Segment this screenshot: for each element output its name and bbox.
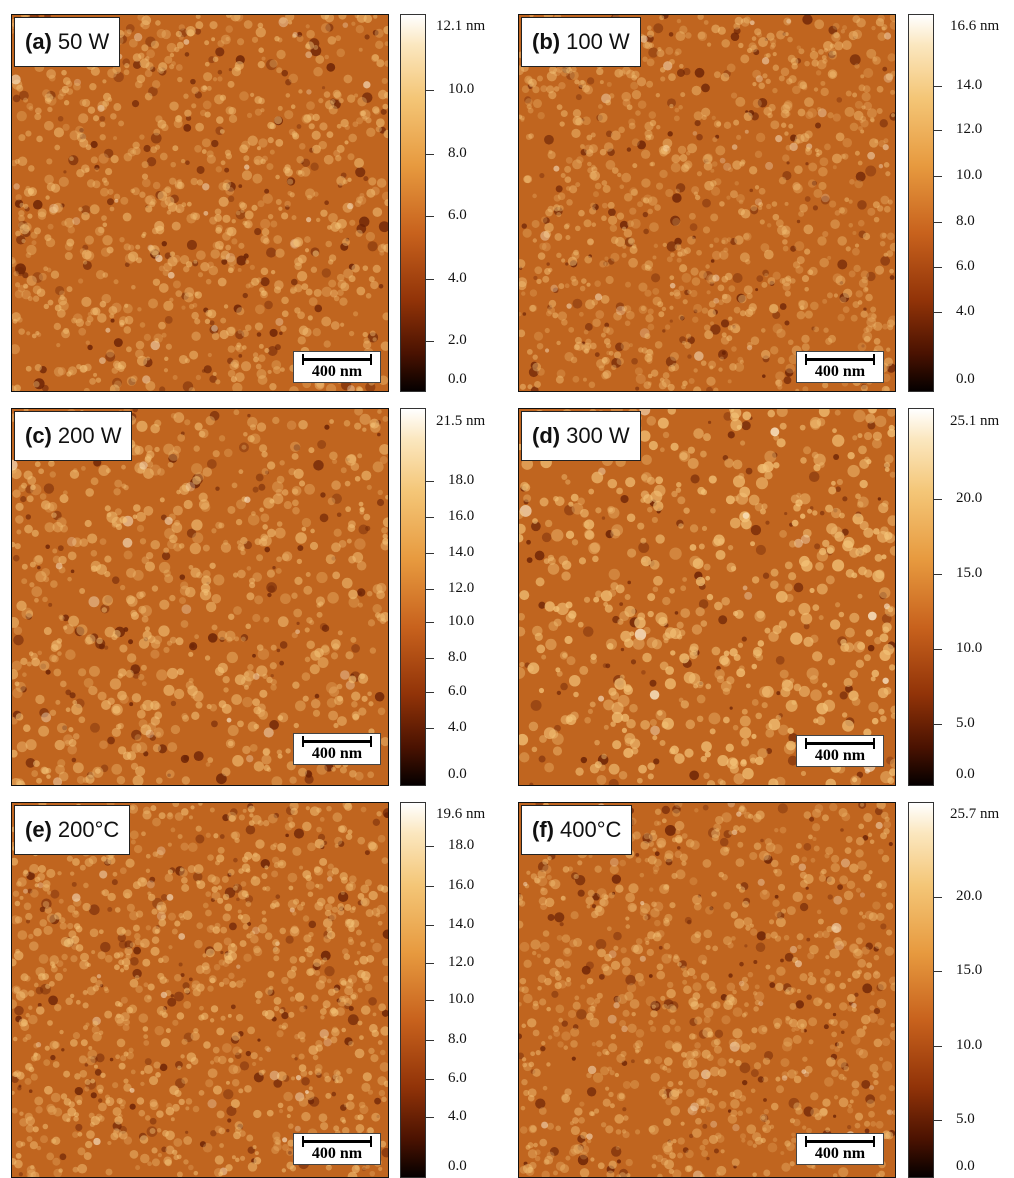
afm-surface-e	[12, 803, 388, 1177]
afm-image-f: (f) 400°C 400 nm	[518, 802, 896, 1178]
colorbar-tick: 10.0	[956, 167, 983, 183]
afm-surface-a	[12, 15, 388, 391]
colorbar-tick: 12.0	[956, 121, 983, 137]
colorbar-tick: 14.0	[448, 544, 475, 560]
panel-condition-a: 50 W	[57, 29, 110, 54]
colorbar-tick: 16.0	[448, 508, 475, 524]
colorbar-tick: 18.0	[448, 837, 475, 853]
panel-label-e: (e) 200°C	[14, 805, 131, 855]
colorbar-tick: 4.0	[956, 303, 975, 319]
scale-bar-label-f: 400 nm	[814, 1145, 866, 1162]
colorbar-tick: 14.0	[956, 77, 983, 93]
colorbar-tick: 10.0	[448, 613, 475, 629]
scale-bar-b: 400 nm	[796, 351, 884, 383]
colorbar-a	[400, 14, 426, 392]
colorbar-tick: 10.0	[448, 991, 475, 1007]
colorbar-max-d: 25.1 nm	[950, 413, 1000, 429]
colorbar-e	[400, 802, 426, 1178]
colorbar-tick: 16.0	[448, 877, 475, 893]
colorbar-max-c: 21.5 nm	[436, 413, 486, 429]
panel-condition-f: 400°C	[559, 817, 622, 842]
colorbar-tick: 4.0	[448, 1108, 467, 1124]
panel-letter-c: (c)	[25, 423, 52, 448]
colorbar-tick: 10.0	[448, 81, 475, 97]
panel-letter-e: (e)	[25, 817, 52, 842]
scale-bar-d: 400 nm	[796, 735, 884, 767]
afm-image-e: (e) 200°C 400 nm	[11, 802, 389, 1178]
panel-condition-e: 200°C	[57, 817, 120, 842]
scale-bar-c: 400 nm	[293, 733, 381, 765]
afm-image-d: (d) 300 W 400 nm	[518, 408, 896, 786]
colorbar-tick: 15.0	[956, 962, 983, 978]
colorbar-tick: 5.0	[956, 1111, 975, 1127]
scale-bar-label-a: 400 nm	[311, 363, 363, 380]
scale-bar-label-e: 400 nm	[311, 1145, 363, 1162]
panel-condition-d: 300 W	[566, 423, 630, 448]
colorbar-d	[908, 408, 934, 786]
colorbar-c	[400, 408, 426, 786]
colorbar-tick: 8.0	[448, 145, 467, 161]
panel-letter-d: (d)	[532, 423, 561, 448]
colorbar-tick: 15.0	[956, 565, 983, 581]
colorbar-tick: 18.0	[448, 472, 475, 488]
colorbar-tick: 0.0	[448, 371, 467, 387]
panel-condition-c: 200 W	[57, 423, 122, 448]
colorbar-max-b: 16.6 nm	[950, 18, 1000, 34]
colorbar-tick: 0.0	[956, 371, 975, 387]
scale-bar-label-d: 400 nm	[814, 747, 866, 764]
colorbar-tick: 10.0	[956, 640, 983, 656]
colorbar-tick: 6.0	[956, 258, 975, 274]
colorbar-tick: 0.0	[448, 1158, 467, 1174]
panel-letter-b: (b)	[532, 29, 561, 54]
colorbar-max-e: 19.6 nm	[436, 806, 486, 822]
colorbar-tick: 0.0	[448, 766, 467, 782]
colorbar-tick: 12.0	[448, 954, 475, 970]
afm-image-c: (c) 200 W 400 nm	[11, 408, 389, 786]
colorbar-b	[908, 14, 934, 392]
colorbar-max-f: 25.7 nm	[950, 806, 1000, 822]
panel-label-c: (c) 200 W	[14, 411, 133, 461]
afm-surface-b	[519, 15, 895, 391]
scale-bar-a: 400 nm	[293, 351, 381, 383]
colorbar-tick: 0.0	[956, 1158, 975, 1174]
colorbar-tick: 0.0	[956, 766, 975, 782]
afm-image-a: (a) 50 W 400 nm	[11, 14, 389, 392]
colorbar-tick: 5.0	[956, 715, 975, 731]
panel-label-b: (b) 100 W	[521, 17, 641, 67]
afm-surface-f	[519, 803, 895, 1177]
colorbar-f	[908, 802, 934, 1178]
colorbar-tick: 6.0	[448, 683, 467, 699]
scale-bar-f: 400 nm	[796, 1133, 884, 1165]
colorbar-tick: 12.0	[448, 580, 475, 596]
panel-label-a: (a) 50 W	[14, 17, 121, 67]
panel-label-f: (f) 400°C	[521, 805, 633, 855]
colorbar-tick: 8.0	[956, 213, 975, 229]
scale-bar-label-b: 400 nm	[814, 363, 866, 380]
afm-surface-d	[519, 409, 895, 785]
colorbar-tick: 8.0	[448, 649, 467, 665]
colorbar-tick: 4.0	[448, 719, 467, 735]
colorbar-tick: 2.0	[448, 332, 467, 348]
colorbar-tick: 14.0	[448, 916, 475, 932]
colorbar-tick: 10.0	[956, 1037, 983, 1053]
scale-bar-e: 400 nm	[293, 1133, 381, 1165]
panel-label-d: (d) 300 W	[521, 411, 641, 461]
colorbar-tick: 6.0	[448, 1070, 467, 1086]
colorbar-tick: 20.0	[956, 490, 983, 506]
colorbar-tick: 20.0	[956, 888, 983, 904]
colorbar-tick: 4.0	[448, 270, 467, 286]
panel-condition-b: 100 W	[566, 29, 630, 54]
afm-image-b: (b) 100 W 400 nm	[518, 14, 896, 392]
panel-letter-f: (f)	[532, 817, 554, 842]
colorbar-max-a: 12.1 nm	[436, 18, 486, 34]
panel-letter-a: (a)	[25, 29, 52, 54]
colorbar-tick: 8.0	[448, 1031, 467, 1047]
scale-bar-label-c: 400 nm	[311, 745, 363, 762]
colorbar-tick: 6.0	[448, 207, 467, 223]
afm-surface-c	[12, 409, 388, 785]
